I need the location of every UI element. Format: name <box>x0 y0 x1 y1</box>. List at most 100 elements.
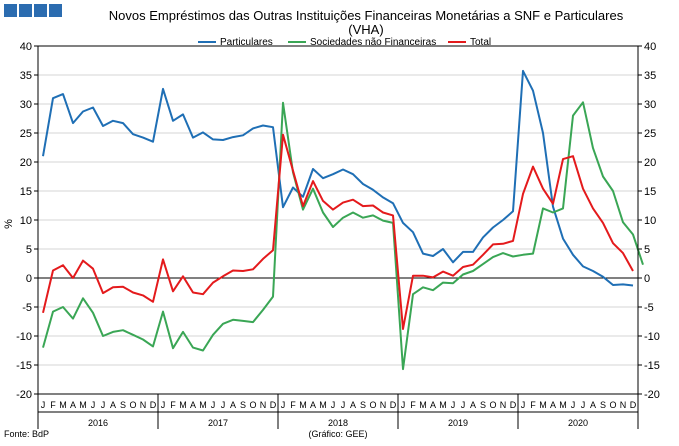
x-tick-label-year: 2020 <box>568 418 588 428</box>
y-tick-label-left: -10 <box>16 331 32 343</box>
x-tick-label-month: J <box>571 400 576 410</box>
x-tick-label-month: N <box>140 400 147 410</box>
x-tick-label-year: 2019 <box>448 418 468 428</box>
x-tick-label-month: J <box>281 400 286 410</box>
x-tick-label-month: J <box>331 400 336 410</box>
x-tick-label-month: N <box>260 400 267 410</box>
x-tick-label-year: 2017 <box>208 418 228 428</box>
x-tick-label-month: S <box>120 400 126 410</box>
y-tick-label-left: -15 <box>16 360 32 372</box>
x-tick-label-month: M <box>419 400 427 410</box>
chart-title: Novos Empréstimos das Outras Instituiçõe… <box>109 8 624 23</box>
series-line-particulares <box>42 69 634 287</box>
x-tick-label-month: J <box>41 400 46 410</box>
y-tick-label-right: -10 <box>644 331 660 343</box>
credit-note: (Gráfico: GEE) <box>308 429 367 439</box>
y-tick-label-right: -20 <box>644 389 660 401</box>
series-line-total <box>42 133 634 330</box>
x-tick-label-month: S <box>240 400 246 410</box>
logo <box>4 4 64 22</box>
y-axis-label: % <box>3 219 15 229</box>
y-tick-label-right: 30 <box>644 99 656 111</box>
y-tick-label-left: 15 <box>20 186 32 198</box>
y-tick-label-right: 40 <box>644 41 656 53</box>
gridlines <box>38 45 638 395</box>
x-tick-label-month: M <box>319 400 327 410</box>
series-lines <box>42 69 644 371</box>
x-tick-label-month: M <box>199 400 207 410</box>
x-tick-label-month: A <box>590 400 596 410</box>
x-tick-label-month: J <box>211 400 216 410</box>
x-tick-label-month: N <box>380 400 387 410</box>
y-tick-label-right: 5 <box>644 244 650 256</box>
x-tick-label-month: M <box>179 400 187 410</box>
y-tick-label-right: 20 <box>644 157 656 169</box>
x-tick-label-month: O <box>129 400 136 410</box>
x-tick-label-month: A <box>430 400 436 410</box>
y-tick-label-left: 30 <box>20 99 32 111</box>
x-tick-label-month: A <box>190 400 196 410</box>
y-tick-label-right: -15 <box>644 360 660 372</box>
x-tick-label-month: N <box>620 400 627 410</box>
x-tick-label-month: D <box>270 400 277 410</box>
x-tick-label-month: J <box>461 400 466 410</box>
x-tick-label-month: O <box>369 400 376 410</box>
y-tick-label-right: 35 <box>644 70 656 82</box>
legend-label-total: Total <box>470 37 491 48</box>
chart-subtitle: (VHA) <box>348 22 383 37</box>
x-tick-label-month: M <box>439 400 447 410</box>
x-tick-label-month: O <box>489 400 496 410</box>
y-tick-label-left: -20 <box>16 389 32 401</box>
x-tick-label-month: F <box>530 400 536 410</box>
x-tick-label-month: A <box>350 400 356 410</box>
x-tick-label-month: F <box>290 400 296 410</box>
x-tick-label-month: J <box>341 400 346 410</box>
legend: Particulares Sociedades não Financeiras … <box>198 37 491 48</box>
x-tick-label-month: D <box>510 400 517 410</box>
x-tick-label-month: F <box>410 400 416 410</box>
x-tick-label-month: M <box>59 400 67 410</box>
x-tick-label-month: J <box>91 400 96 410</box>
y-tick-label-left: 20 <box>20 157 32 169</box>
y-tick-label-left: 40 <box>20 41 32 53</box>
x-tick-label-month: J <box>401 400 406 410</box>
x-tick-label-month: M <box>559 400 567 410</box>
x-tick-label-month: D <box>390 400 397 410</box>
x-tick-label-year: 2016 <box>88 418 108 428</box>
y-tick-label-left: 10 <box>20 215 32 227</box>
x-tick-label-month: A <box>230 400 236 410</box>
x-tick-label-month: S <box>360 400 366 410</box>
y-tick-label-left: -5 <box>22 302 32 314</box>
x-tick-label-month: O <box>249 400 256 410</box>
source-note: Fonte: BdP <box>4 429 49 439</box>
x-tick-label-month: A <box>470 400 476 410</box>
y-tick-label-right: 10 <box>644 215 656 227</box>
y-tick-label-left: 35 <box>20 70 32 82</box>
logo-square <box>49 4 62 17</box>
y-tick-label-left: 0 <box>26 273 32 285</box>
x-tick-label-month: D <box>630 400 637 410</box>
x-tick-label-month: A <box>550 400 556 410</box>
x-tick-label-month: J <box>521 400 526 410</box>
x-tick-label-month: J <box>101 400 106 410</box>
x-tick-label-month: N <box>500 400 507 410</box>
x-tick-label-month: J <box>221 400 226 410</box>
series-line-sociedades <box>42 101 644 371</box>
x-tick-label-month: O <box>609 400 616 410</box>
x-tick-label-month: M <box>299 400 307 410</box>
plot-frame <box>37 45 639 395</box>
logo-square <box>4 4 17 17</box>
x-tick-label-month: F <box>170 400 176 410</box>
legend-label-particulares: Particulares <box>220 37 273 48</box>
x-tick-label-month: J <box>161 400 166 410</box>
x-tick-label-month: S <box>600 400 606 410</box>
y-tick-label-right: 25 <box>644 128 656 140</box>
x-tick-label-month: A <box>110 400 116 410</box>
x-tick-label-month: M <box>539 400 547 410</box>
legend-label-sociedades: Sociedades não Financeiras <box>310 37 436 48</box>
y-tick-label-right: 0 <box>644 273 650 285</box>
x-tick-label-month: D <box>150 400 157 410</box>
x-tick-label-month: A <box>70 400 76 410</box>
